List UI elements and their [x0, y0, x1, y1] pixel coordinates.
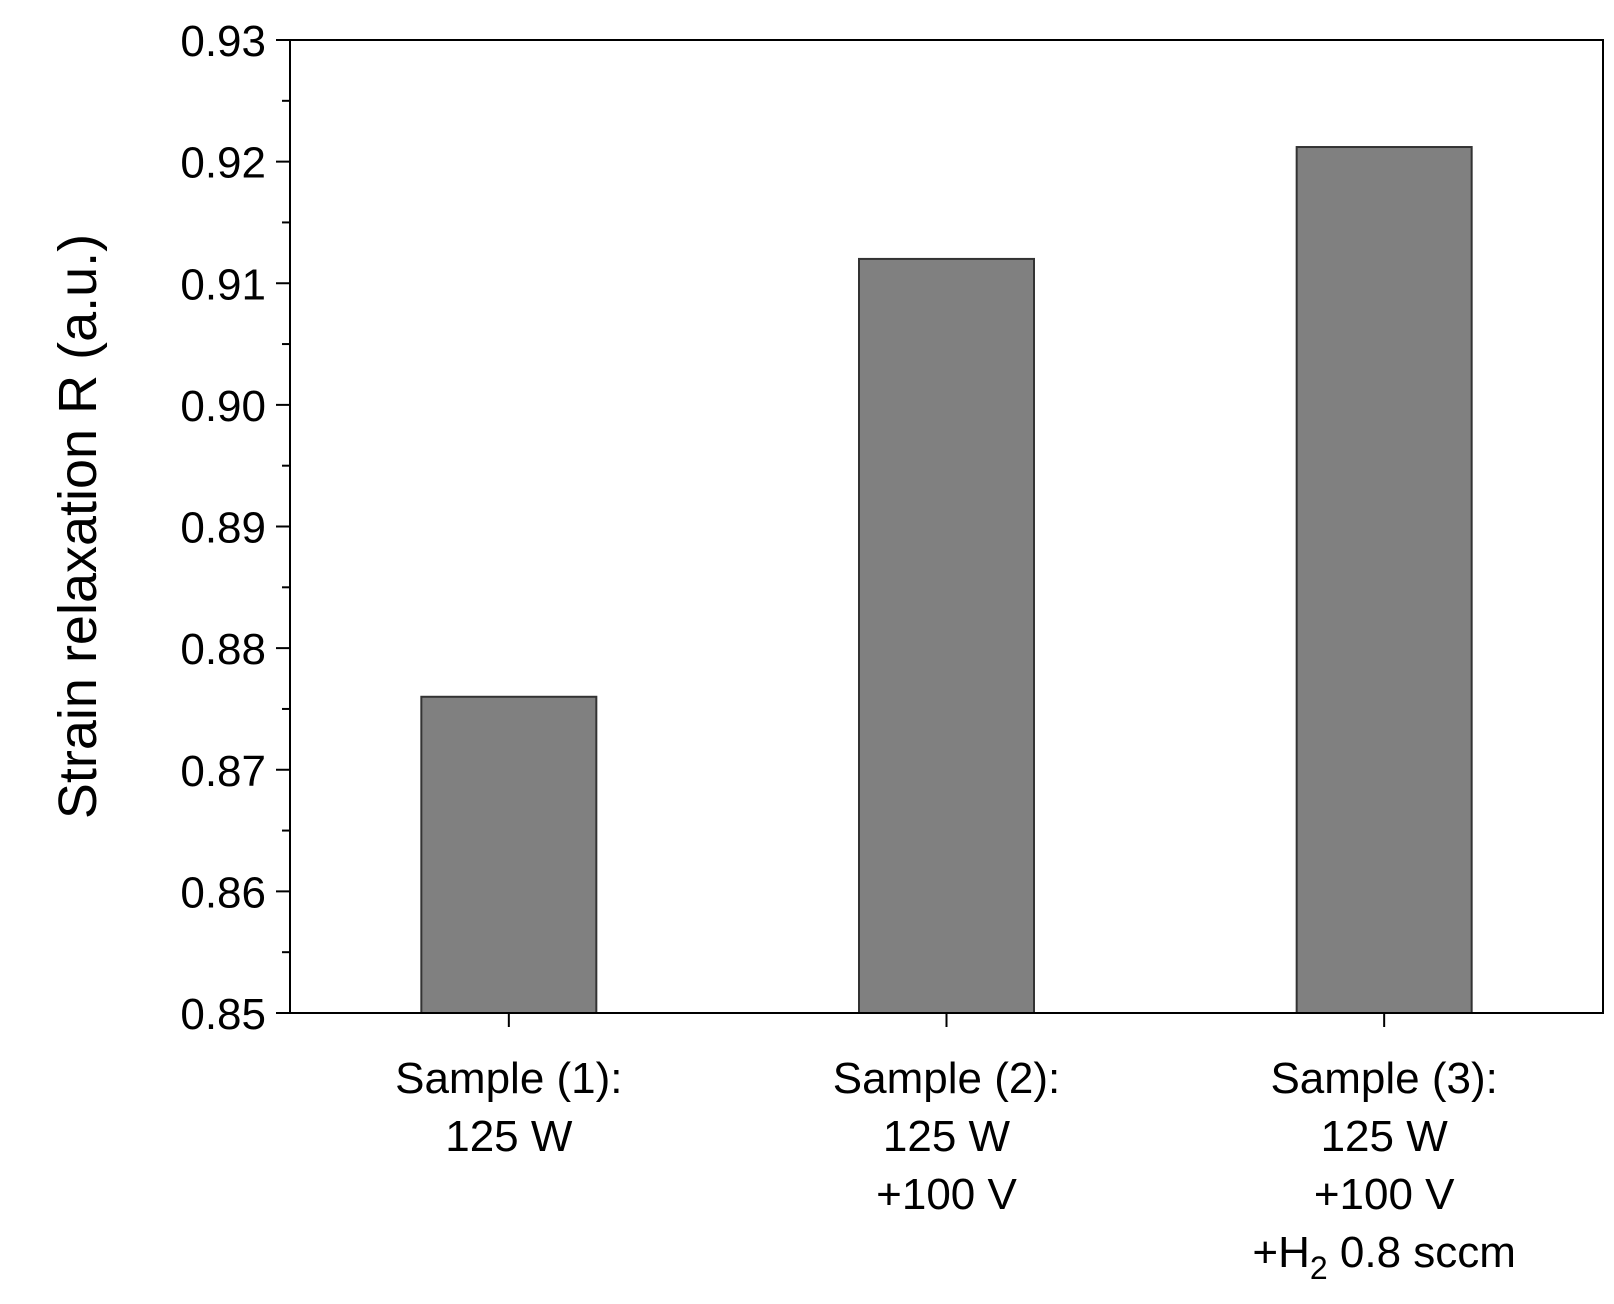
- y-axis: 0.85 0.86 0.87 0.88 0.89 0.90 0.91 0.92 0.93: [180, 17, 290, 1039]
- y-tick-label: 0.85: [180, 990, 266, 1039]
- x-axis: Sample (1): 125 W Sample (2): 125 W +100 V Sa…: [395, 1013, 1516, 1286]
- y-tick-label: 0.86: [180, 868, 266, 917]
- y-axis-label-group: Strain relaxation R (a.u.): [48, 234, 108, 819]
- label-prefix: +H: [1252, 1228, 1309, 1277]
- label-subscript: 2: [1310, 1250, 1328, 1286]
- bars: [420, 146, 1473, 1015]
- x-category-label-line: +H2 0.8 sccm: [1252, 1228, 1516, 1286]
- x-category-label-line: +100 V: [1314, 1170, 1455, 1219]
- x-category-label-line: 125 W: [445, 1112, 573, 1161]
- y-tick-label: 0.90: [180, 382, 266, 431]
- x-category-label-line: Sample (3):: [1270, 1054, 1497, 1103]
- label-suffix: 0.8 sccm: [1328, 1228, 1516, 1277]
- x-category-label-line: +100 V: [876, 1170, 1017, 1219]
- x-category-label-line: Sample (1):: [395, 1054, 622, 1103]
- y-tick-label: 0.91: [180, 260, 266, 309]
- x-category-label-line: Sample (2):: [833, 1054, 1060, 1103]
- y-tick-label: 0.87: [180, 747, 266, 796]
- plot-frame: [289, 39, 1604, 1014]
- x-category-label-line: 125 W: [883, 1112, 1011, 1161]
- y-tick-label: 0.88: [180, 625, 266, 674]
- y-tick-label: 0.92: [180, 139, 266, 188]
- y-axis-title: Strain relaxation R (a.u.): [48, 234, 108, 819]
- x-category-label-line: 125 W: [1321, 1112, 1449, 1161]
- y-tick-label: 0.89: [180, 504, 266, 553]
- bar: [420, 695, 598, 1015]
- bar: [1295, 146, 1473, 1014]
- y-tick-label: 0.93: [180, 17, 266, 66]
- bar: [858, 257, 1035, 1014]
